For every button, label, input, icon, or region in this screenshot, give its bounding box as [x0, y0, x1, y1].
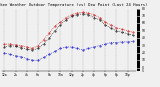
Text: 0: 0 — [142, 66, 144, 70]
Text: 50: 50 — [142, 29, 146, 33]
Text: Milwaukee Weather Outdoor Temperature (vs) Dew Point (Last 24 Hours): Milwaukee Weather Outdoor Temperature (v… — [0, 3, 148, 7]
Text: 40: 40 — [142, 36, 145, 40]
Text: 10: 10 — [142, 58, 145, 62]
Text: 60: 60 — [142, 21, 146, 25]
Text: 20: 20 — [142, 51, 145, 55]
Text: 70: 70 — [142, 14, 145, 18]
Text: 30: 30 — [142, 44, 145, 48]
Text: -5: -5 — [142, 69, 145, 73]
Text: 80: 80 — [142, 7, 145, 11]
